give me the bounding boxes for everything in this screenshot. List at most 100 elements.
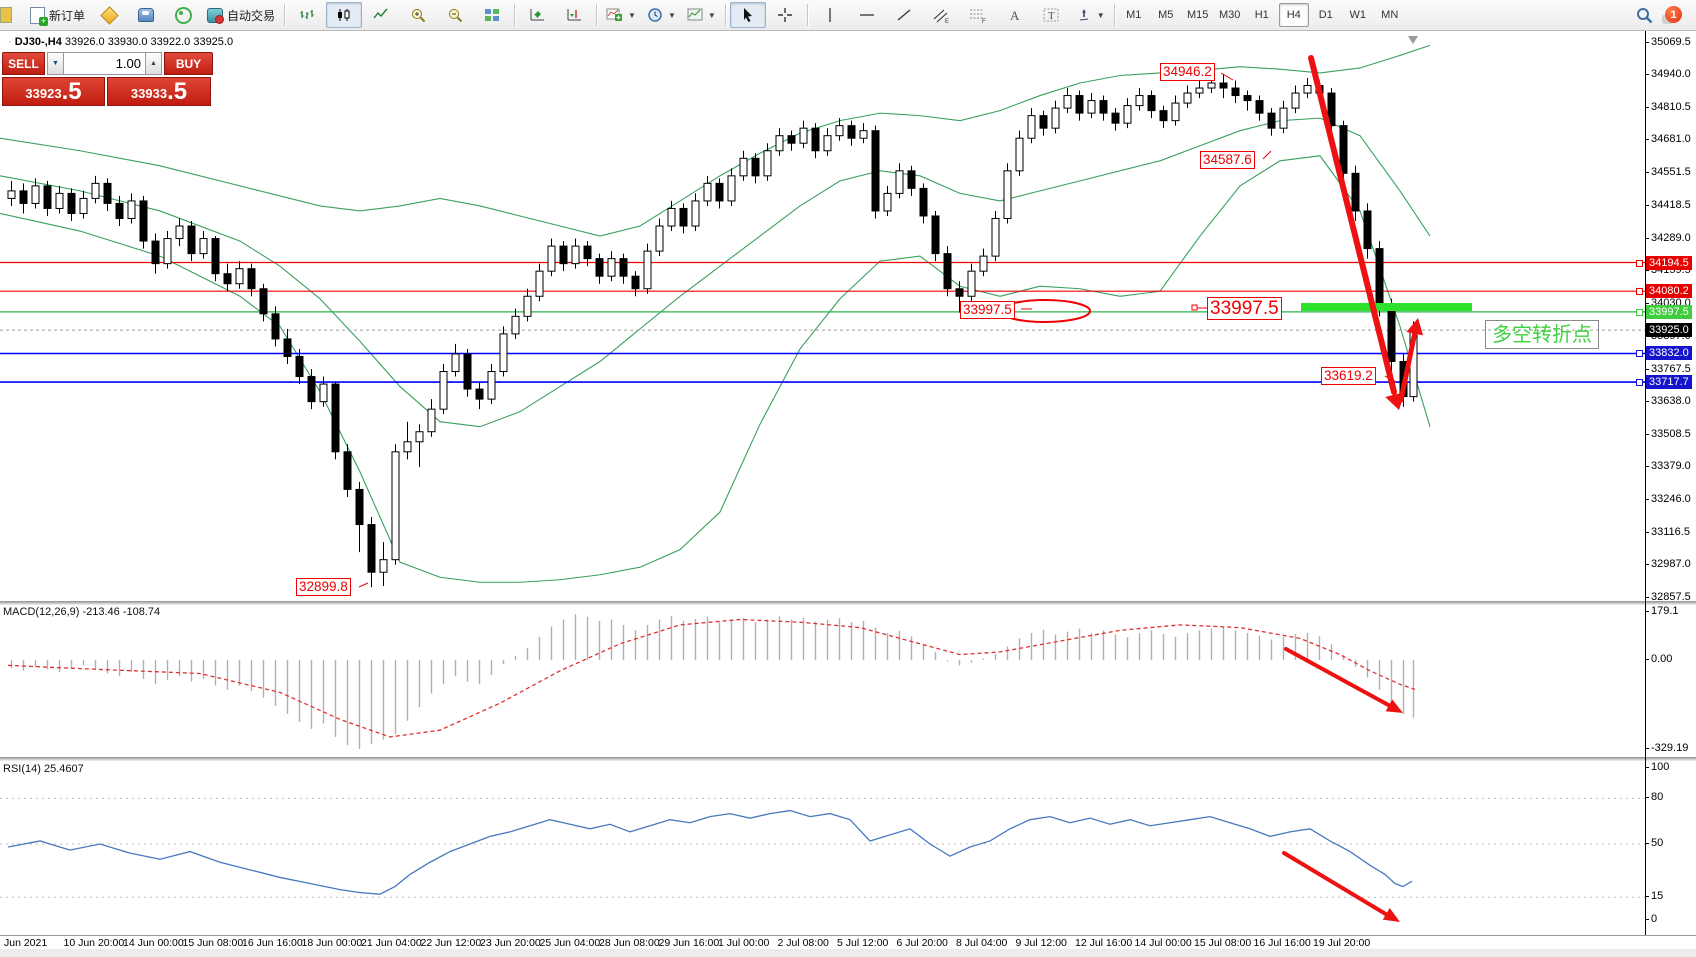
chart-shift-button[interactable]	[556, 2, 592, 28]
horizontal-line-icon	[859, 14, 874, 16]
cursor-button[interactable]	[729, 2, 766, 28]
candlestick-chart-button[interactable]	[326, 2, 363, 28]
price-annotation-label[interactable]: 33619.2	[1321, 367, 1376, 385]
notifications-button[interactable]: 1	[1662, 6, 1682, 24]
timeframe-m1[interactable]: M1	[1126, 9, 1142, 21]
timeframe-m5[interactable]: M5	[1158, 9, 1174, 21]
clipped-icon[interactable]	[0, 2, 24, 28]
price-tick: 32857.5	[1645, 590, 1691, 603]
timeframe-m15[interactable]: M15	[1187, 9, 1209, 21]
price-axis[interactable]: 35069.5 34940.0 34810.5 34681.0 34551.5 34418…	[1636, 31, 1696, 935]
time-label: 18 Jun 00:00	[301, 937, 363, 949]
candle-body	[559, 245, 568, 265]
market-button[interactable]	[128, 2, 164, 28]
volume-increase-button[interactable]: ▲	[145, 52, 162, 75]
time-axis[interactable]: Jun 2021 10 Jun 20:00 14 Jun 00:00 15 Jun 0…	[0, 935, 1696, 957]
macd-tick: 179.1	[1645, 604, 1679, 617]
timeframe-d1[interactable]: D1	[1318, 9, 1333, 21]
fibonacci-button[interactable]: F	[960, 2, 996, 28]
macd-label: MACD(12,26,9) -213.46 -108.74	[3, 606, 161, 618]
price-tick: 32987.0	[1645, 558, 1691, 571]
indicators-button[interactable]: ▼	[601, 2, 641, 28]
timeframe-h4[interactable]: H4	[1278, 3, 1309, 27]
periods-button[interactable]: ▼	[642, 2, 681, 28]
symbol-info: · DJ30-,H4 33926.0 33930.0 33922.0 33925…	[8, 36, 234, 48]
arrows-button[interactable]: ▼	[1071, 2, 1110, 28]
autotrading-label: 自动交易	[227, 8, 276, 23]
signals-button[interactable]	[165, 2, 201, 28]
templates-button[interactable]: ▼	[682, 2, 721, 28]
rsi-tick: 80	[1644, 791, 1664, 804]
trendline-button[interactable]	[886, 2, 922, 28]
candle-body	[619, 258, 628, 277]
price-annotation-label[interactable]: 34946.2	[1160, 63, 1215, 81]
candle-body	[67, 192, 76, 214]
bar-chart-icon	[300, 10, 314, 19]
zoom-out-button[interactable]	[437, 2, 473, 28]
price-annotation-label[interactable]: 33997.5	[960, 301, 1015, 319]
candle-body	[439, 371, 448, 410]
price-annotation-label[interactable]: 34587.6	[1200, 151, 1255, 169]
toolbar-separator	[596, 4, 598, 26]
candle-body	[679, 207, 688, 227]
timeframe-h1[interactable]: H1	[1254, 9, 1269, 21]
autotrading-button[interactable]: 自动交易	[202, 2, 280, 28]
candle-body	[163, 238, 172, 265]
arrows-icon	[1079, 9, 1088, 21]
svg-text:A: A	[1010, 8, 1020, 23]
price-tick: 34551.5	[1645, 165, 1691, 178]
panel-separator[interactable]	[0, 601, 1696, 605]
timeframe-m30[interactable]: M30	[1219, 9, 1241, 21]
label-leader	[1262, 150, 1272, 160]
zoom-in-button[interactable]	[400, 2, 436, 28]
new-order-button[interactable]: + 新订单	[25, 2, 90, 28]
market-icon	[138, 8, 155, 22]
auto-scroll-button[interactable]	[519, 2, 555, 28]
macd-tick: -329.19	[1644, 741, 1689, 754]
drawn-arrow-main	[1398, 329, 1418, 403]
timeframe-mn[interactable]: MN	[1381, 9, 1399, 21]
axis-border	[1645, 31, 1646, 935]
toolbar: + 新订单 自动交易	[0, 0, 1696, 31]
candle-body	[1231, 87, 1240, 97]
price-annotation-label[interactable]: 33997.5	[1207, 297, 1282, 320]
bar-chart-button[interactable]	[289, 2, 325, 28]
line-chart-button[interactable]	[363, 2, 399, 28]
buy-price-panel[interactable]: 33933 .5	[107, 77, 211, 106]
sell-price-panel[interactable]: 33923 .5	[2, 77, 105, 106]
new-order-label: 新订单	[49, 8, 86, 23]
search-icon[interactable]	[1635, 6, 1654, 25]
candle-body	[715, 182, 724, 202]
crosshair-button[interactable]	[767, 2, 803, 28]
candle-body	[967, 270, 976, 297]
rsi-tick: 50	[1644, 837, 1664, 849]
volume-input[interactable]: 1.00	[64, 52, 145, 75]
candle-body	[667, 207, 676, 227]
text-label-button[interactable]: T	[1034, 2, 1070, 28]
volume-decrease-button[interactable]: ▼	[47, 52, 64, 75]
candle-body	[79, 197, 88, 214]
candle-body	[307, 376, 316, 403]
turning-point-note[interactable]: 多空转折点	[1485, 320, 1599, 349]
horizontal-line-button[interactable]	[849, 2, 885, 28]
rsi-tick: 15	[1644, 890, 1664, 903]
candle-body	[511, 315, 520, 335]
chart-shift-marker	[1408, 36, 1418, 44]
sell-button[interactable]: SELL	[2, 52, 45, 75]
candle-body	[607, 258, 616, 277]
buy-button[interactable]: BUY	[164, 52, 213, 75]
candle-body	[1135, 95, 1144, 107]
candle-body	[343, 451, 352, 490]
price-annotation-label[interactable]: 32899.8	[296, 578, 351, 596]
text-button[interactable]: A	[997, 2, 1033, 28]
tile-windows-button[interactable]	[474, 2, 510, 28]
vertical-line-button[interactable]	[812, 2, 848, 28]
svg-text:E: E	[945, 19, 949, 24]
candle-body	[1027, 115, 1036, 139]
panel-separator[interactable]	[0, 757, 1696, 761]
candle-body	[247, 268, 256, 290]
timeframe-w1[interactable]: W1	[1349, 9, 1366, 21]
candle-body	[943, 253, 952, 290]
channel-button[interactable]: E	[923, 2, 959, 28]
